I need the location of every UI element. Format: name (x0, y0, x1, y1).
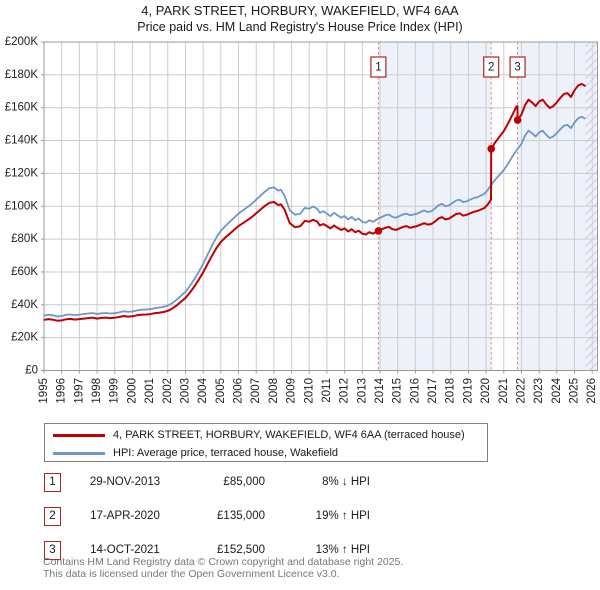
x-axis-tick-label: 2003 (179, 378, 191, 404)
x-axis-tick-label: 2025 (569, 378, 581, 404)
y-axis-tick-label: £20K (11, 332, 38, 344)
legend-item: HPI: Average price, terraced house, Wake… (45, 446, 487, 460)
transaction-row: 3 14-OCT-2021 £152,500 13% ↑ HPI (0, 541, 600, 560)
legend-label: 4, PARK STREET, HORBURY, WAKEFIELD, WF4 … (113, 429, 465, 441)
chart-legend: 4, PARK STREET, HORBURY, WAKEFIELD, WF4 … (44, 423, 488, 462)
x-axis-tick-label: 2005 (215, 378, 227, 404)
y-axis-tick-label: £100K (5, 200, 39, 212)
page-title: 4, PARK STREET, HORBURY, WAKEFIELD, WF4 … (141, 3, 459, 18)
sale-markers (374, 116, 522, 235)
sale-number-flag-label: 1 (375, 62, 381, 74)
x-axis-tick-label: 1997 (73, 378, 85, 404)
footer-line-2: This data is licensed under the Open Gov… (43, 567, 340, 580)
y-axis-tick-label: £120K (5, 167, 39, 179)
x-axis-tick-label: 2018 (445, 378, 457, 404)
sale-number-flag-label: 2 (488, 62, 494, 74)
x-axis-tick-label: 1996 (56, 378, 68, 404)
x-axis-tick-label: 2012 (339, 378, 351, 404)
x-axis-tick-label: 2026 (586, 378, 598, 404)
x-axis-tick-label: 2019 (462, 378, 474, 404)
footer-line-1: Contains HM Land Registry data © Crown c… (43, 556, 404, 568)
x-axis-tick-label: 2017 (427, 378, 439, 404)
x-axis-tick-label: 2011 (321, 378, 333, 403)
price-history-chart: 1995 1996 1997 1998 1999 2000 2001 2002 2003 2004… (5, 36, 598, 404)
x-axis-tick-label: 2009 (286, 378, 298, 404)
x-axis-tick-label: 2000 (126, 378, 138, 404)
x-axis-tick-label: 2020 (480, 378, 492, 404)
y-axis-tick-label: £140K (5, 135, 39, 147)
x-axis-tick-label: 2010 (303, 378, 315, 404)
sale-marker-dot (513, 116, 522, 124)
transaction-date: 14-OCT-2021 (90, 544, 160, 556)
x-axis-tick-label: 2016 (409, 378, 421, 404)
transaction-row: 1 29-NOV-2013 £85,000 8% ↓ HPI (0, 473, 600, 492)
transaction-row: 2 17-APR-2020 £135,000 19% ↑ HPI (0, 507, 600, 526)
transaction-number-badge: 3 (44, 541, 61, 560)
transaction-hpi-comparison: 19% ↑ HPI (315, 510, 370, 522)
page-subtitle: Price paid vs. HM Land Registry's House … (137, 20, 463, 34)
transaction-date: 17-APR-2020 (90, 510, 160, 522)
transaction-price: £152,500 (217, 544, 265, 556)
transaction-number-badge: 1 (44, 473, 61, 492)
x-axis-tick-label: 1998 (91, 378, 103, 404)
price-line-swatch (53, 434, 105, 437)
x-axis-tick-label: 2023 (533, 378, 545, 404)
price-paid-line (43, 82, 586, 322)
x-axis-tick-label: 1995 (38, 378, 50, 404)
y-axis-tick-label: £0 (25, 365, 38, 377)
transaction-number-badge: 2 (44, 507, 61, 526)
transaction-hpi-comparison: 13% ↑ HPI (315, 544, 370, 556)
x-axis-tick-label: 2024 (551, 377, 563, 403)
transaction-price: £85,000 (223, 476, 265, 488)
plot-frame (43, 41, 598, 371)
legend-label: HPI: Average price, terraced house, Wake… (113, 447, 339, 459)
license-footer: Contains HM Land Registry data © Crown c… (43, 556, 404, 580)
y-axis-tick-label: £40K (11, 299, 38, 311)
x-axis-tick-label: 2015 (392, 378, 404, 404)
hpi-line-swatch (53, 452, 105, 455)
sale-marker-dot (487, 144, 496, 153)
sale-number-flag-label: 3 (514, 62, 520, 74)
transaction-hpi-comparison: 8% ↓ HPI (322, 476, 370, 488)
y-axis-tick-label: £180K (5, 69, 39, 81)
x-axis-tick-label: 1999 (109, 378, 121, 404)
grid: 1995 1996 1997 1998 1999 2000 2001 2002 2003 2004… (5, 36, 598, 404)
x-axis-tick-label: 2008 (268, 378, 280, 404)
sale-marker-dot (374, 227, 383, 235)
x-axis-tick-label: 2006 (233, 378, 245, 404)
x-axis-tick-label: 2022 (515, 378, 527, 404)
x-axis-tick-label: 2002 (162, 378, 174, 404)
x-axis-tick-label: 2014 (374, 377, 386, 403)
hpi-line (43, 115, 586, 318)
y-axis-tick-label: £80K (11, 233, 38, 245)
y-axis-tick-label: £160K (5, 102, 39, 114)
y-axis-tick-label: £200K (5, 36, 39, 48)
x-axis-tick-label: 2001 (144, 378, 156, 404)
x-axis-tick-label: 2007 (250, 378, 262, 404)
legend-item: 4, PARK STREET, HORBURY, WAKEFIELD, WF4 … (45, 428, 487, 442)
transaction-date: 29-NOV-2013 (89, 476, 161, 488)
x-axis-tick-label: 2004 (197, 377, 209, 403)
x-axis-tick-label: 2021 (498, 378, 510, 404)
transaction-price: £135,000 (217, 510, 265, 522)
x-axis-tick-label: 2013 (356, 378, 368, 404)
y-axis-tick-label: £60K (11, 266, 38, 278)
sale-number-flags: 1 2 3 (370, 56, 526, 78)
